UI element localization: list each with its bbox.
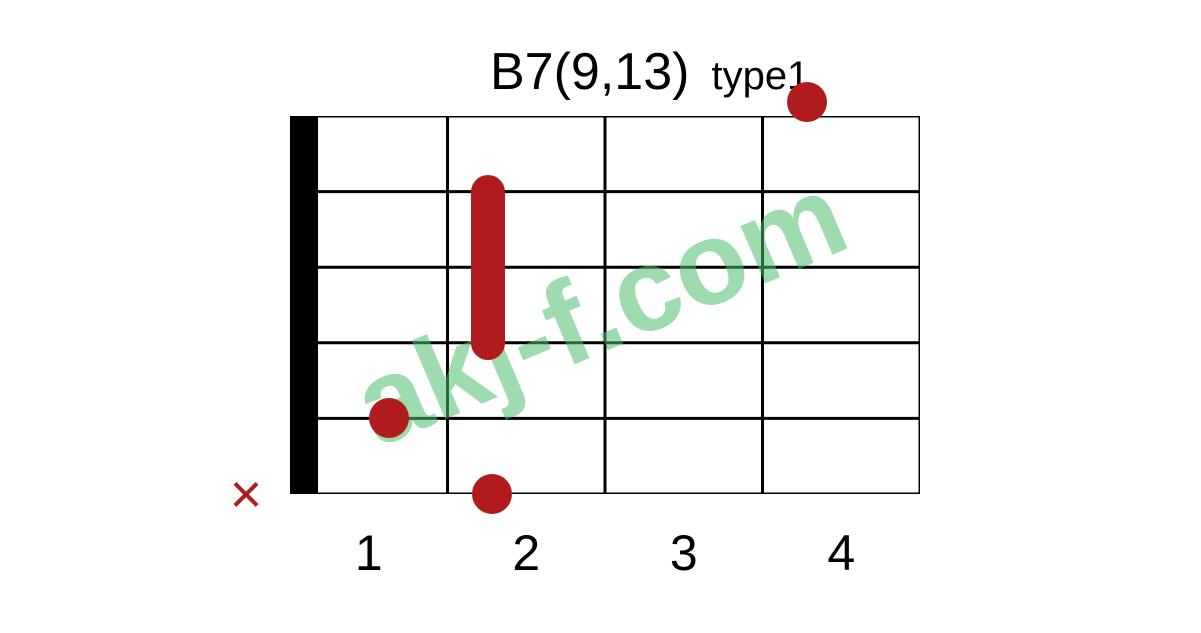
finger-dot [787, 82, 827, 122]
fret-label: 4 [827, 524, 855, 582]
fret-label: 2 [512, 524, 540, 582]
chord-title: B7(9,13) [490, 42, 689, 102]
muted-string-mark: × [230, 466, 263, 522]
finger-dot [369, 398, 409, 438]
fret-label: 1 [355, 524, 383, 582]
fret-label: 3 [670, 524, 698, 582]
chord-diagram-stage: B7(9,13) type1 akj-f.com 1234× [0, 0, 1201, 633]
title-wrap: B7(9,13) type1 [490, 42, 809, 102]
finger-dot [472, 474, 512, 514]
barre [471, 175, 505, 360]
